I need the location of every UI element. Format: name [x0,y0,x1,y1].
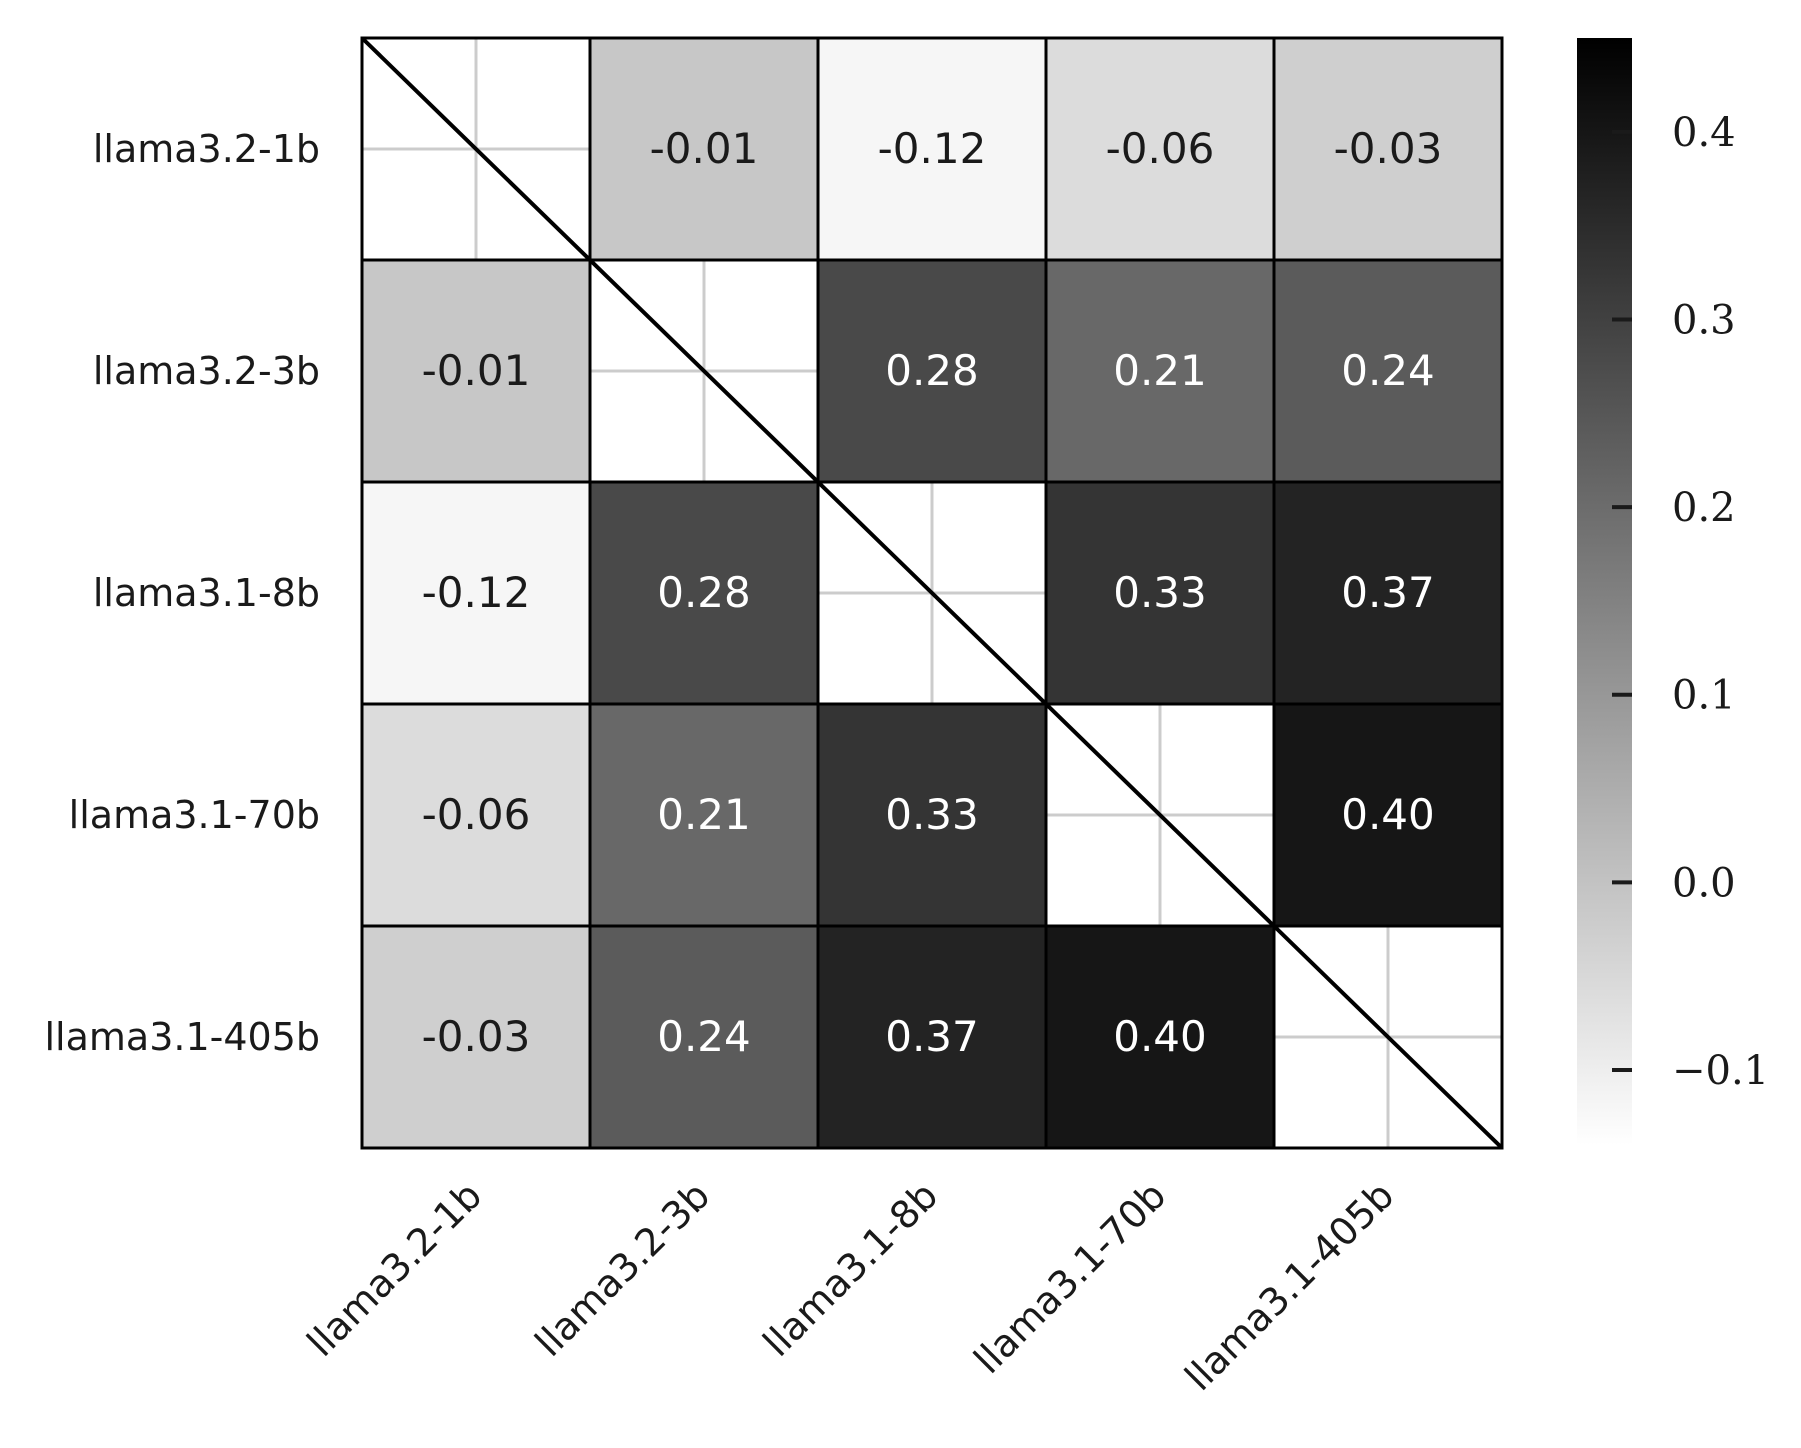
row-label: llama3.2-3b [93,349,320,393]
heatmap-cell-label: -0.06 [422,790,531,839]
heatmap-cell-label: 0.40 [1341,790,1435,839]
row-label: llama3.1-405b [45,1015,321,1059]
heatmap-cell-labels: -0.01 -0.12 -0.06 -0.03 -0.01 0.28 0.21 0.24 -0.… [422,124,1443,1061]
colorbar: −0.1 0.0 0.1 0.2 0.3 0.4 [1577,38,1769,1145]
heatmap-cell-label: 0.21 [657,790,751,839]
row-label: llama3.1-8b [93,571,320,615]
row-label: llama3.2-1b [93,127,320,171]
heatmap-cell-label: 0.24 [657,1012,751,1061]
heatmap-cell [1044,480,1276,706]
colorbar-tick-label: −0.1 [1672,1048,1769,1094]
heatmap-cell [360,258,592,484]
heatmap-cell-label: -0.03 [1334,124,1443,173]
heatmap-cell [1044,36,1276,262]
heatmap-cell [1272,258,1504,484]
colorbar-gradient [1577,38,1632,1145]
column-label: llama3.2-1b [299,1173,491,1365]
column-label: llama3.1-70b [966,1173,1175,1382]
heatmap-cell [360,924,592,1150]
heatmap-cell-label: 0.37 [885,1012,979,1061]
heatmap-cell-label: -0.01 [422,346,531,395]
colorbar-tick-label: 0.2 [1672,485,1736,531]
heatmap-cells [360,36,1504,1150]
heatmap-cell [816,702,1048,928]
heatmap-cell-label: -0.03 [422,1012,531,1061]
colorbar-tick-label: 0.4 [1672,110,1736,156]
heatmap-cell-label: -0.12 [878,124,987,173]
heatmap-cell [588,36,820,262]
heatmap-cell [1044,924,1276,1150]
column-label: llama3.1-405b [1176,1173,1402,1399]
heatmap-cell-label: 0.33 [885,790,979,839]
heatmap-cell [588,924,820,1150]
heatmap-cell-label: 0.40 [1113,1012,1207,1061]
heatmap-cell-label: 0.28 [657,568,751,617]
heatmap-cell [1044,258,1276,484]
heatmap-cell-label: 0.37 [1341,568,1435,617]
heatmap-cell [1272,702,1504,928]
matrix-diagonal-line [360,36,1504,1150]
row-label: llama3.1-70b [69,793,320,837]
colorbar-tick-label: 0.3 [1672,297,1736,343]
heatmap-cell-label: 0.21 [1113,346,1207,395]
colorbar-tick-label: 0.0 [1672,860,1736,906]
heatmap-cell-label: -0.06 [1106,124,1215,173]
colorbar-tick-label: 0.1 [1672,673,1736,719]
heatmap-cell-label: 0.24 [1341,346,1435,395]
row-labels: llama3.2-1b llama3.2-3b llama3.1-8b llama3.… [45,127,321,1059]
column-label: llama3.2-3b [527,1173,719,1365]
heatmap-cell-label: 0.28 [885,346,979,395]
heatmap-cell-label: -0.12 [422,568,531,617]
heatmap-cell [1272,480,1504,706]
column-label: llama3.1-8b [755,1173,947,1365]
diagonal-lines [360,36,1504,1150]
heatmap-cell [816,36,1048,262]
column-labels: llama3.2-1b llama3.2-3b llama3.1-8b llama3.… [299,1173,1403,1399]
heatmap-cell [588,480,820,706]
heatmap-cell [816,924,1048,1150]
heatmap-cell-label: -0.01 [650,124,759,173]
heatmap-cell-label: 0.33 [1113,568,1207,617]
matrix-frame [360,36,1504,1150]
heatmap-cell [1272,36,1504,262]
